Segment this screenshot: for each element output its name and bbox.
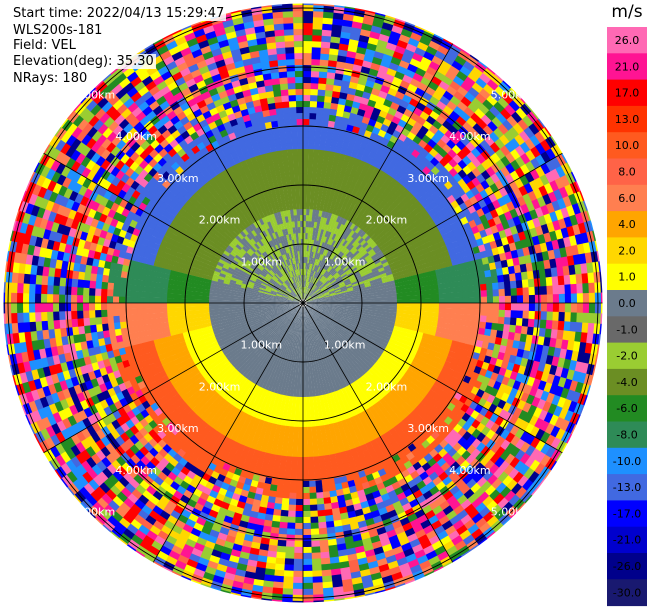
nrays-label: NRays: 180	[11, 71, 90, 86]
range-ring-label: 1.00km	[324, 339, 366, 352]
range-ring	[66, 66, 540, 540]
colorbar-swatch	[607, 237, 647, 265]
colorbar-swatch	[607, 211, 647, 238]
colorbar-swatch	[607, 263, 647, 291]
range-ring	[125, 125, 481, 481]
colorbar-tick-label: 10.0	[615, 139, 640, 152]
ppi-plot: 1.00km 1.00km 1.00km 1.00km 2.00km 2.00km 2.00…	[2, 2, 604, 604]
velocity-field	[2, 2, 603, 603]
azimuth-spoke	[152, 302, 304, 564]
range-ring-label: 5.00km	[491, 88, 533, 101]
range-ring-label: 2.00km	[366, 380, 408, 393]
azimuth-spoke	[152, 42, 304, 304]
range-ring-label: 2.00km	[199, 380, 241, 393]
range-ring	[243, 243, 363, 363]
elevation-label: Elevation(deg): 35.30	[11, 54, 156, 69]
colorbar-swatch	[607, 395, 647, 422]
colorbar-tick-label: -10.0	[613, 455, 641, 468]
range-ring-label: 5.00km	[74, 88, 116, 101]
colorbar-swatch	[607, 421, 647, 449]
colorbar-tick-label: -26.0	[613, 560, 641, 573]
colorbar-tick-label: -21.0	[613, 534, 641, 547]
colorbar-tick-label: -17.0	[613, 507, 641, 520]
colorbar-tick-label: -30.0	[613, 586, 641, 599]
range-ring-label: 1.00km	[324, 255, 366, 268]
range-rings	[2, 2, 604, 604]
range-ring-label: 4.00km	[449, 130, 491, 143]
azimuth-spoke	[302, 302, 564, 454]
colorbar-tick-label: 0.0	[618, 297, 636, 310]
colorbar-swatch	[607, 500, 647, 528]
range-ring	[184, 184, 422, 422]
colorbar-swatch	[607, 158, 647, 186]
colorbar-swatch	[607, 79, 647, 107]
range-ring-label: 4.00km	[449, 464, 491, 477]
velocity-colorbar: m/s 26.0 21.0 17.0 13.0 10.0 8.0 6.0 4.0 2.0 1.0 0…	[607, 2, 647, 607]
outer-boundary	[2, 2, 604, 604]
colorbar-tick-label: -1.0	[616, 323, 637, 336]
azimuth-spoke	[302, 42, 454, 304]
range-ring-label: 3.00km	[157, 422, 199, 435]
colorbar-tick-label: -13.0	[613, 481, 641, 494]
colorbar-swatch	[607, 27, 647, 54]
azimuth-spoke	[302, 152, 564, 304]
colorbar-swatch	[607, 132, 647, 159]
azimuth-spokes	[3, 3, 603, 603]
colorbar-swatch	[607, 368, 647, 396]
colorbar-swatch	[607, 553, 647, 580]
range-ring-label: 3.00km	[407, 172, 449, 185]
colorbar-tick-label: 4.0	[618, 218, 636, 231]
colorbar-swatch	[607, 447, 647, 475]
colorbar-swatch	[607, 526, 647, 554]
range-ring-label: 3.00km	[157, 172, 199, 185]
field-label: Field: VEL	[11, 38, 78, 53]
colorbar-tick-label: -6.0	[616, 402, 637, 415]
azimuth-spoke	[302, 302, 454, 564]
colorbar-tick-label: 17.0	[615, 87, 640, 100]
colorbar-tick-label: 26.0	[615, 34, 640, 47]
range-ring-label: 5.00km	[491, 506, 533, 519]
range-ring	[7, 7, 599, 599]
range-ring-label: 3.00km	[407, 422, 449, 435]
colorbar-swatch	[607, 579, 647, 607]
station-label: WLS200s-181	[11, 23, 105, 38]
start-time-label: Start time: 2022/04/13 15:29:47	[11, 6, 227, 21]
colorbar-swatch	[607, 53, 647, 81]
colorbar-tick-label: -2.0	[616, 350, 637, 363]
colorbar-tick-label: -8.0	[616, 429, 637, 442]
range-ring-label: 1.00km	[240, 255, 282, 268]
colorbar-swatch	[607, 474, 647, 501]
colorbar-swatch	[607, 105, 647, 133]
colorbar-tick-label: 1.0	[618, 271, 636, 284]
azimuth-spoke	[42, 152, 304, 304]
colorbar-tick-label: 13.0	[615, 113, 640, 126]
azimuth-spoke	[42, 302, 304, 454]
colorbar-unit: m/s	[611, 2, 642, 22]
colorbar-tick-label: 2.0	[618, 244, 636, 257]
range-ring-label: 4.00km	[115, 130, 157, 143]
colorbar-swatch	[607, 316, 647, 344]
colorbar-swatch	[607, 290, 647, 317]
colorbar-tick-label: 6.0	[618, 192, 636, 205]
colorbar-swatch	[607, 184, 647, 212]
colorbar-tick-label: -4.0	[616, 376, 637, 389]
range-ring-label: 4.00km	[115, 464, 157, 477]
colorbar-swatch	[607, 342, 647, 370]
range-ring-label: 1.00km	[240, 339, 282, 352]
colorbar-tick-label: 21.0	[615, 60, 640, 73]
colorbar-tick-label: 8.0	[618, 166, 636, 179]
range-ring-label: 2.00km	[366, 214, 408, 227]
range-ring-label: 5.00km	[74, 506, 116, 519]
range-ring-label: 2.00km	[199, 214, 241, 227]
range-ring-labels: 1.00km 1.00km 1.00km 1.00km 2.00km 2.00km 2.00…	[74, 88, 533, 518]
